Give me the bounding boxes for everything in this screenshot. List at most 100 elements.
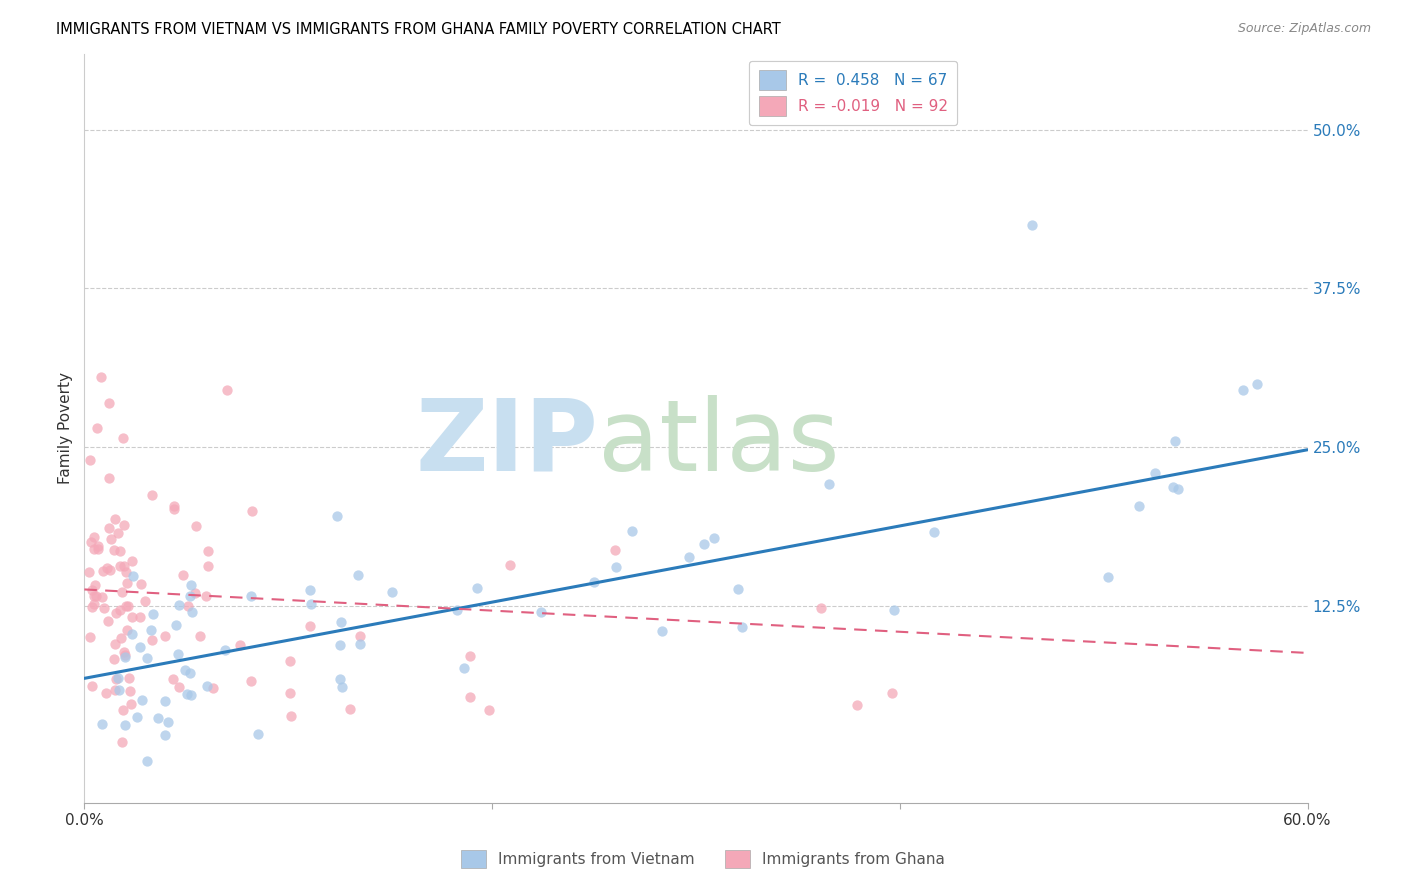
Point [98, 521, 121, 535]
Point [112, 431, 135, 445]
Point [174, 663, 197, 677]
Point [84, 589, 107, 603]
Point [1143, 466, 1166, 480]
Point [148, 711, 170, 725]
Point [181, 605, 204, 619]
Point [195, 679, 218, 693]
Point [583, 574, 606, 589]
Point [111, 735, 134, 749]
Point [172, 567, 194, 582]
Text: ZIP: ZIP [415, 394, 598, 491]
Point [381, 585, 404, 599]
Point [197, 559, 219, 574]
Point [693, 536, 716, 550]
Point [153, 728, 176, 742]
Point [460, 690, 482, 704]
Point [127, 709, 149, 723]
Point [1232, 384, 1254, 398]
Text: atlas: atlas [598, 394, 839, 491]
Point [100, 532, 122, 546]
Point [349, 629, 371, 643]
Point [330, 615, 353, 630]
Point [97, 614, 120, 628]
Text: Source: ZipAtlas.com: Source: ZipAtlas.com [1237, 22, 1371, 36]
Point [141, 632, 163, 647]
Point [91, 564, 114, 578]
Point [142, 607, 165, 621]
Point [87, 539, 110, 553]
Point [96, 686, 118, 700]
Point [201, 681, 224, 696]
Point [169, 680, 191, 694]
Point [167, 598, 190, 612]
Point [107, 525, 129, 540]
Point [246, 727, 269, 741]
Point [120, 683, 142, 698]
Point [846, 698, 869, 712]
Point [197, 544, 219, 558]
Point [530, 605, 553, 619]
Y-axis label: Family Poverty: Family Poverty [58, 372, 73, 484]
Point [131, 577, 153, 591]
Point [87, 541, 110, 556]
Point [121, 627, 143, 641]
Point [167, 647, 190, 661]
Point [82, 582, 104, 597]
Point [818, 477, 841, 491]
Point [1097, 570, 1119, 584]
Point [299, 619, 322, 633]
Point [77, 565, 100, 579]
Point [103, 542, 125, 557]
Point [121, 554, 143, 568]
Point [605, 559, 627, 574]
Point [214, 643, 236, 657]
Point [115, 565, 138, 579]
Point [90, 370, 112, 384]
Point [605, 543, 627, 558]
Point [278, 686, 301, 700]
Point [228, 638, 250, 652]
Point [347, 567, 370, 582]
Point [620, 524, 643, 538]
Point [458, 648, 481, 663]
Point [810, 601, 832, 615]
Point [107, 671, 129, 685]
Point [153, 693, 176, 707]
Point [176, 687, 198, 701]
Point [83, 589, 105, 603]
Point [83, 542, 105, 557]
Point [499, 558, 522, 572]
Point [139, 623, 162, 637]
Point [104, 637, 127, 651]
Point [110, 631, 132, 645]
Point [115, 599, 138, 613]
Legend: Immigrants from Vietnam, Immigrants from Ghana: Immigrants from Vietnam, Immigrants from… [454, 843, 952, 875]
Point [114, 648, 136, 663]
Point [731, 620, 754, 634]
Point [162, 672, 184, 686]
Point [880, 686, 903, 700]
Point [215, 383, 238, 397]
Point [104, 683, 127, 698]
Point [80, 534, 103, 549]
Point [298, 583, 321, 598]
Point [108, 603, 131, 617]
Point [329, 639, 352, 653]
Point [242, 503, 264, 517]
Point [98, 471, 121, 485]
Point [134, 594, 156, 608]
Point [136, 754, 159, 768]
Point [299, 597, 322, 611]
Point [180, 577, 202, 591]
Point [121, 610, 143, 624]
Point [131, 693, 153, 707]
Point [465, 581, 488, 595]
Point [1128, 499, 1150, 513]
Point [162, 499, 184, 513]
Point [86, 421, 108, 435]
Point [115, 623, 138, 637]
Point [177, 599, 200, 613]
Point [112, 517, 135, 532]
Text: IMMIGRANTS FROM VIETNAM VS IMMIGRANTS FROM GHANA FAMILY POVERTY CORRELATION CHAR: IMMIGRANTS FROM VIETNAM VS IMMIGRANTS FR… [56, 22, 780, 37]
Point [128, 610, 150, 624]
